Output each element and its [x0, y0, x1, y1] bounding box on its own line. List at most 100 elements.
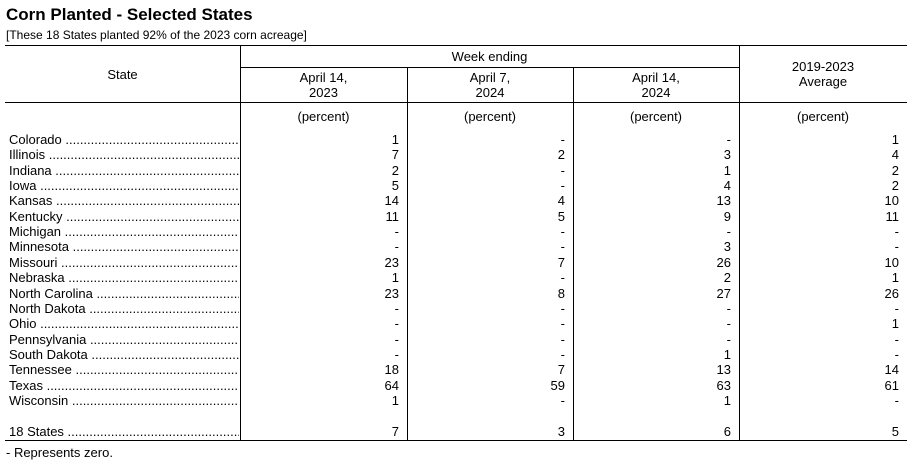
cell-value: - [726, 300, 731, 316]
cell-value: - [560, 239, 565, 255]
unit-label: (percent) [463, 109, 517, 124]
rule [240, 67, 739, 68]
cell-value: - [894, 392, 899, 408]
state-name: Iowa [9, 178, 239, 193]
cell-value: 61 [884, 377, 899, 393]
cell-value: - [560, 162, 565, 178]
cell-value: - [726, 316, 731, 332]
cell-value: - [894, 224, 899, 240]
cell-value: 11 [885, 208, 900, 224]
column-header: April 14, 2023 [299, 70, 348, 100]
cell-value: 2 [723, 270, 731, 286]
state-name: Tennessee [9, 362, 239, 377]
rule [240, 45, 241, 440]
rule [739, 45, 740, 440]
rule [5, 440, 907, 441]
cell-value: 5 [391, 178, 399, 194]
cell-value: - [560, 346, 565, 362]
cell-value: 26 [716, 254, 731, 270]
unit-label: (percent) [297, 109, 350, 124]
cell-value: 10 [884, 254, 899, 270]
cell-value: 8 [557, 285, 565, 301]
cell-value: 59 [550, 377, 565, 393]
cell-value: 7 [391, 424, 399, 439]
cell-value: - [560, 392, 565, 408]
cell-value: - [894, 331, 899, 347]
state-header: State [107, 67, 138, 82]
cell-value: 23 [384, 254, 399, 270]
cell-value: - [394, 239, 399, 255]
cell-value: - [560, 316, 565, 332]
cell-value: - [894, 300, 899, 316]
cell-value: 2 [891, 162, 899, 178]
cell-value: 6 [723, 424, 731, 439]
rule [5, 45, 907, 46]
cell-value: 2 [557, 147, 565, 163]
cell-value: - [726, 224, 731, 240]
cell-value: 11 [385, 208, 400, 224]
cell-value: 1 [391, 392, 399, 408]
column-header: April 14, 2024 [632, 70, 680, 100]
cell-value: - [560, 224, 565, 240]
cell-value: 3 [557, 424, 565, 439]
cell-value: 2 [891, 178, 899, 194]
cell-value: 3 [723, 147, 731, 163]
cell-value: - [726, 331, 731, 347]
cell-value: 5 [557, 208, 565, 224]
cell-value: 7 [391, 147, 399, 163]
state-name: Pennsylvania [9, 332, 239, 347]
cell-value: 1 [391, 132, 399, 147]
cell-value: - [394, 300, 399, 316]
column-header: April 7, 2024 [469, 70, 511, 100]
cell-value: 4 [723, 178, 731, 194]
cell-value: 14 [884, 362, 899, 378]
cell-value: 7 [557, 362, 565, 378]
state-name: South Dakota [9, 347, 239, 362]
unit-label: (percent) [796, 109, 850, 124]
state-name: Kansas [9, 193, 239, 208]
cell-value: - [894, 346, 899, 362]
cell-value: 10 [884, 193, 899, 209]
cell-value: - [560, 331, 565, 347]
cell-value: 18 [384, 362, 399, 378]
cell-value: 1 [891, 132, 899, 147]
state-name: Minnesota [9, 239, 239, 254]
cell-value: - [894, 239, 899, 255]
state-name: 18 States [9, 424, 239, 439]
cell-value: 26 [884, 285, 899, 301]
unit-label: (percent) [629, 109, 683, 124]
rule [5, 102, 907, 103]
cell-value: 1 [891, 316, 899, 332]
cell-value: 27 [716, 285, 731, 301]
cell-value: 1 [891, 270, 899, 286]
title: Corn Planted - Selected States [6, 5, 253, 24]
state-name: Illinois [9, 147, 239, 162]
cell-value: - [394, 224, 399, 240]
cell-value: 1 [723, 392, 731, 408]
state-name: Wisconsin [9, 393, 239, 408]
subtitle: [These 18 States planted 92% of the 2023… [6, 28, 307, 42]
cell-value: 7 [557, 254, 565, 270]
cell-value: - [560, 300, 565, 316]
state-name: Nebraska [9, 270, 239, 285]
state-name: Ohio [9, 316, 239, 331]
cell-value: 63 [716, 377, 731, 393]
state-name: North Dakota [9, 301, 239, 316]
cell-value: - [560, 270, 565, 286]
cell-value: 4 [891, 147, 899, 163]
state-name: North Carolina [9, 286, 239, 301]
column-header: 2019-2023 Average [791, 59, 855, 89]
cell-value: 1 [723, 162, 731, 178]
state-name: Texas [9, 378, 239, 393]
cell-value: 1 [391, 270, 399, 286]
cell-value: 14 [384, 193, 399, 209]
state-name: Indiana [9, 163, 239, 178]
cell-value: 9 [723, 208, 731, 224]
state-name: Michigan [9, 224, 239, 239]
cell-value: 1 [723, 346, 731, 362]
cell-value: 64 [384, 377, 399, 393]
cell-value: 13 [716, 193, 731, 209]
group-header: Week ending [451, 49, 528, 64]
cell-value: 3 [723, 239, 731, 255]
